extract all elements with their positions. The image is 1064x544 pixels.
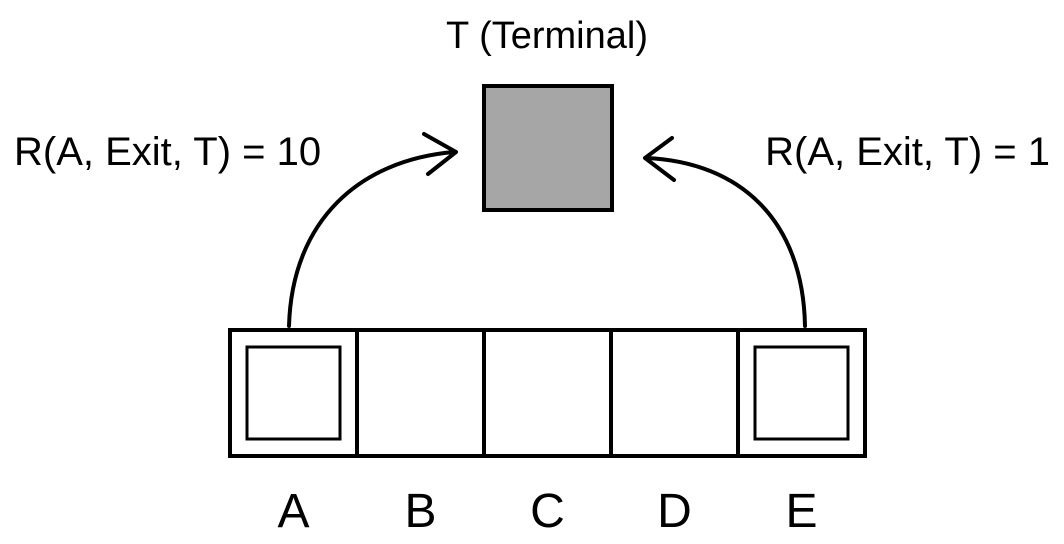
state-label-a: A <box>277 485 309 538</box>
state-cell-b <box>355 328 486 458</box>
state-label-b: B <box>404 485 436 538</box>
exit-marker-a <box>245 345 342 441</box>
terminal-state-box <box>482 84 614 212</box>
left-reward-label: R(A, Exit, T) = 10 <box>14 130 321 174</box>
left-exit-arrow <box>287 132 458 328</box>
right-reward-label: R(A, Exit, T) = 1 <box>765 130 1050 174</box>
state-cell-d <box>609 328 740 458</box>
state-label-c: C <box>530 485 565 538</box>
exit-marker-e <box>753 345 850 441</box>
state-label-e: E <box>785 485 817 538</box>
state-cell-c <box>482 328 613 458</box>
state-labels: A B C D E <box>277 485 817 538</box>
terminal-label: T (Terminal) <box>446 15 648 57</box>
right-exit-arrow <box>643 136 807 328</box>
state-row <box>228 328 867 458</box>
state-label-d: D <box>657 485 692 538</box>
